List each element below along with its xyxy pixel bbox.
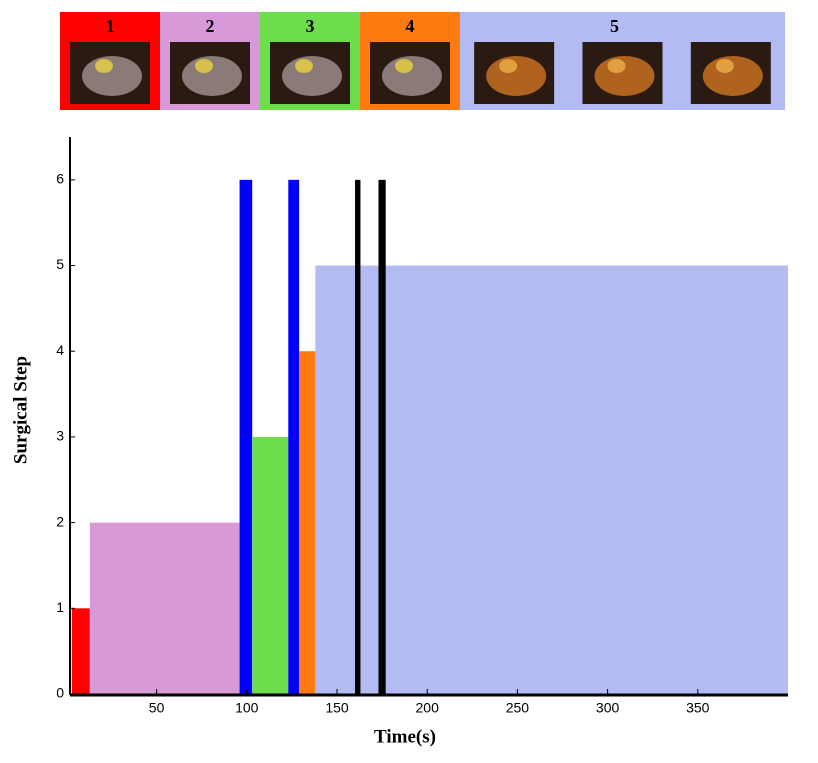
segment [239,179,253,694]
x-tick-label: 200 [416,700,440,716]
phase-label: 4 [406,16,415,36]
thumbnail-tissue [702,56,763,96]
y-tick-label: 5 [56,256,64,272]
y-tick-label: 6 [56,171,64,187]
segment [71,608,90,694]
thumbnail-highlight [95,59,113,73]
x-tick-label: 350 [686,700,710,716]
thumbnail-highlight [295,59,313,73]
segment [299,351,316,694]
x-tick-label: 150 [325,700,349,716]
thumbnail-tissue [382,56,442,96]
thumbnail-highlight [499,59,518,73]
x-tick-label: 300 [596,700,620,716]
phase-label: 3 [306,16,315,36]
segment [288,179,300,694]
x-axis-label: Time(s) [374,726,436,747]
segment [252,436,289,694]
thumbnail-highlight [195,59,213,73]
thumbnail-tissue [282,56,342,96]
phase-label: 5 [610,16,619,36]
thumbnail-tissue [594,56,655,96]
thumbnail-highlight [715,59,734,73]
thumbnail-tissue [82,56,142,96]
segment [89,522,240,694]
y-tick-label: 3 [56,428,64,444]
y-tick-label: 0 [56,685,64,701]
segment [355,179,361,694]
y-tick-label: 1 [56,599,64,615]
x-tick-label: 100 [235,700,259,716]
thumbnail-tissue [486,56,547,96]
thumbnail-highlight [395,59,413,73]
y-tick-label: 2 [56,513,64,529]
x-tick-label: 250 [506,700,530,716]
thumbnail-highlight [607,59,626,73]
y-tick-label: 4 [56,342,64,358]
x-tick-label: 50 [149,700,165,716]
segment [315,265,788,694]
thumbnail-tissue [182,56,242,96]
y-axis-label: Surgical Step [10,356,31,464]
phase-label: 1 [106,16,115,36]
phase-label: 2 [206,16,215,36]
segment [378,179,386,694]
